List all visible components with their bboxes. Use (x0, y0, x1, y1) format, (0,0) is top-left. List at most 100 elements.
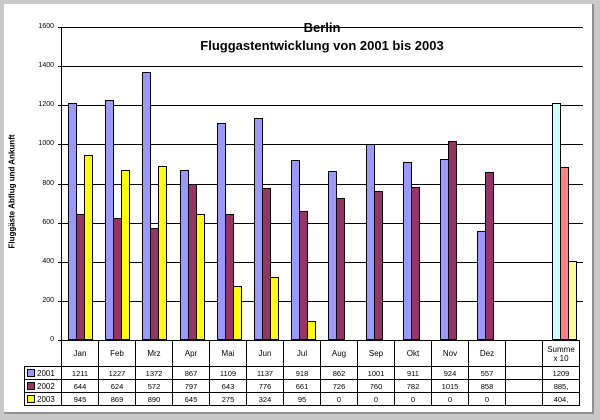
data-cell: 661 (283, 379, 321, 393)
bar-2003-Jan (84, 155, 93, 340)
bar-2001-Mrz (142, 71, 152, 340)
data-cell: 624 (98, 379, 136, 393)
category-header: Mai (209, 340, 247, 367)
y-tick-label: 0 (50, 336, 54, 343)
bar-2002-Okt (410, 187, 420, 340)
category-header: Mrz (135, 340, 173, 367)
data-cell: 1372 (135, 366, 173, 380)
data-cell: 0 (320, 392, 358, 406)
y-tick-mark (58, 340, 62, 341)
bar-2003-Feb (121, 170, 131, 340)
y-tick-mark (58, 27, 62, 28)
data-cell: 782 (394, 379, 432, 393)
data-cell (505, 366, 543, 380)
category-header: Apr (172, 340, 210, 367)
category-header: Feb (98, 340, 136, 367)
data-cell: 862 (320, 366, 358, 380)
y-tick-label: 1200 (38, 101, 54, 108)
bar-2002-Dez (485, 172, 495, 340)
legend-swatch (27, 395, 35, 404)
data-cell: 867 (172, 366, 210, 380)
data-cell: 0 (357, 392, 395, 406)
category-header: Summe x 10 (542, 340, 580, 367)
y-tick-label: 600 (42, 219, 54, 226)
data-cell (505, 392, 543, 406)
data-cell: 275 (209, 392, 247, 406)
legend-swatch (27, 382, 35, 391)
chart-subtitle: Fluggastentwicklung von 2001 bis 2003 (200, 38, 444, 53)
y-tick-mark (58, 301, 62, 302)
data-cell: 885, (542, 379, 580, 393)
category-header: Jul (283, 340, 321, 367)
bar-2003-Summe x10 (567, 260, 577, 340)
y-tick-mark (58, 262, 62, 263)
gridline (62, 223, 583, 224)
data-cell: 645 (172, 392, 210, 406)
y-tick-label: 1600 (38, 23, 54, 30)
data-cell: 1137 (246, 366, 284, 380)
y-tick-mark (58, 184, 62, 185)
gridline (62, 105, 583, 106)
gridline (62, 66, 583, 67)
data-cell: 797 (172, 379, 210, 393)
y-tick-mark (58, 144, 62, 145)
legend-entry: 2002 (24, 379, 62, 393)
data-cell (505, 379, 543, 393)
data-cell: 858 (468, 379, 506, 393)
bar-2003-Mai (232, 286, 242, 340)
data-cell: 643 (209, 379, 247, 393)
bar-2002-Aug (336, 197, 346, 340)
bar-2002-Sep (373, 191, 383, 340)
category-header (505, 340, 543, 367)
data-cell: 1001 (357, 366, 395, 380)
data-cell: 404, (542, 392, 580, 406)
data-cell: 945 (61, 392, 99, 406)
gridline (62, 27, 583, 28)
data-cell: 0 (431, 392, 469, 406)
data-cell: 1227 (98, 366, 136, 380)
data-cell: 726 (320, 379, 358, 393)
category-header: Okt (394, 340, 432, 367)
category-header: Sep (357, 340, 395, 367)
y-axis-label: Fluggäste Abflug und Ankunft (7, 134, 17, 249)
legend-entry: 2003 (24, 392, 62, 406)
data-cell: 924 (431, 366, 469, 380)
bar-2002-Summe x10 (559, 166, 569, 340)
data-cell: 557 (468, 366, 506, 380)
data-cell: 1109 (209, 366, 247, 380)
data-cell: 911 (394, 366, 432, 380)
y-tick-label: 800 (42, 180, 54, 187)
data-cell: 644 (61, 379, 99, 393)
bar-2002-Jul (299, 210, 309, 340)
bar-2003-Mrz (158, 165, 168, 340)
category-header: Nov (431, 340, 469, 367)
y-tick-label: 200 (42, 297, 54, 304)
data-cell: 95 (283, 392, 321, 406)
y-tick-label: 400 (42, 258, 54, 265)
data-cell: 1015 (431, 379, 469, 393)
data-cell: 869 (98, 392, 136, 406)
bar-2003-Apr (195, 213, 205, 340)
data-cell: 890 (135, 392, 173, 406)
gridline (62, 144, 583, 145)
category-header: Jan (61, 340, 99, 367)
data-cell: 0 (394, 392, 432, 406)
legend-swatch (27, 369, 35, 378)
data-cell: 1211 (61, 366, 99, 380)
category-header: Dez (468, 340, 506, 367)
gridline (62, 262, 583, 263)
legend-entry: 2001 (24, 366, 62, 380)
category-header: Aug (320, 340, 358, 367)
data-cell: 776 (246, 379, 284, 393)
data-cell: 1209 (542, 366, 580, 380)
y-tick-mark (58, 223, 62, 224)
data-cell: 0 (468, 392, 506, 406)
bar-2003-Jul (307, 321, 317, 340)
y-tick-label: 1000 (38, 140, 54, 147)
y-tick-mark (58, 66, 62, 67)
bar-2002-Jun (262, 188, 271, 340)
bar-2003-Jun (270, 276, 279, 340)
bar-2002-Mai (224, 214, 234, 340)
data-cell: 760 (357, 379, 395, 393)
data-cell: 918 (283, 366, 321, 380)
